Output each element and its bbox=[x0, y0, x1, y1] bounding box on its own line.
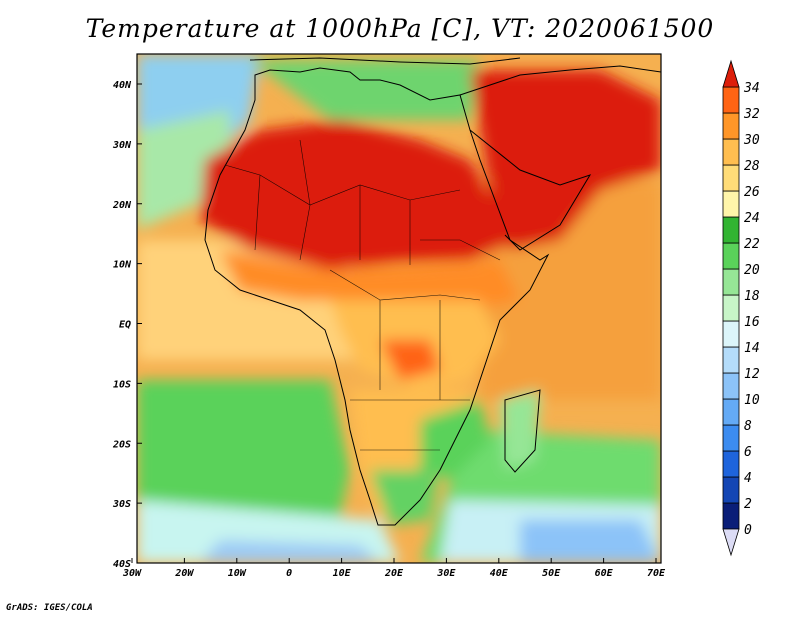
colorbar-segment bbox=[722, 268, 740, 296]
colorbar-label: 30 bbox=[743, 133, 760, 148]
x-tick-label: 20E bbox=[384, 568, 404, 579]
colorbar-segment bbox=[722, 294, 740, 322]
x-tick-label: 30W bbox=[122, 568, 142, 579]
y-tick-label: 10N bbox=[113, 260, 132, 271]
y-tick-label: 10S bbox=[113, 379, 131, 390]
x-tick-label: 10W bbox=[228, 568, 247, 579]
x-tick-label: 60E bbox=[595, 568, 614, 579]
colorbar-segment bbox=[722, 112, 740, 140]
y-tick-label: 20N bbox=[112, 200, 132, 211]
colorbar-label: 2 bbox=[744, 497, 752, 512]
y-axis: 40N 30N 20N 10N EQ 10S 20S 30S 40S bbox=[112, 80, 142, 570]
colorbar-max-arrow bbox=[722, 59, 740, 88]
colorbar-label: 24 bbox=[744, 211, 760, 226]
colorbar-label: 34 bbox=[743, 81, 760, 96]
colorbar-label: 28 bbox=[744, 159, 760, 174]
coastline bbox=[204, 57, 661, 526]
colorbar-segment bbox=[722, 398, 740, 426]
y-tick-label: 30S bbox=[112, 499, 131, 510]
colorbar-segment bbox=[722, 242, 740, 270]
colorbar-label: 4 bbox=[744, 471, 752, 486]
colorbar-segment bbox=[722, 502, 740, 530]
y-tick-label: 40N bbox=[113, 80, 132, 91]
colorbar-segment bbox=[722, 164, 740, 192]
colorbar-label: 20 bbox=[744, 263, 760, 278]
x-tick-label: 20W bbox=[174, 568, 194, 579]
x-tick-label: 10E bbox=[333, 568, 352, 579]
y-tick-label: 30N bbox=[112, 140, 132, 151]
colorbar-segment bbox=[722, 86, 740, 114]
x-tick-label: 40E bbox=[490, 568, 509, 579]
y-tick-label: EQ bbox=[119, 320, 131, 331]
colorbar-segment bbox=[722, 372, 740, 400]
colorbar-label: 32 bbox=[743, 107, 760, 122]
colorbar-label: 16 bbox=[744, 315, 760, 330]
colorbar-label: 8 bbox=[744, 419, 752, 434]
colorbar-label: 12 bbox=[744, 367, 760, 382]
colorbar-label: 14 bbox=[744, 341, 760, 356]
x-tick-label: 0 bbox=[286, 568, 292, 579]
colorbar-segment bbox=[722, 138, 740, 166]
colorbar-segment bbox=[722, 424, 740, 452]
x-axis: 30W 20W 10W 0 10E 20E 30E 40E 50E 60E 70E bbox=[122, 558, 666, 579]
colorbar-segment bbox=[722, 476, 740, 504]
x-tick-label: 30E bbox=[436, 568, 456, 579]
colorbar-label: 26 bbox=[744, 185, 760, 200]
x-tick-label: 50E bbox=[542, 568, 561, 579]
colorbar-label: 18 bbox=[744, 289, 760, 304]
y-tick-label: 40S bbox=[113, 559, 131, 570]
colorbar-min-arrow bbox=[722, 528, 740, 557]
x-tick-label: 70E bbox=[647, 568, 666, 579]
colorbar-segment bbox=[722, 346, 740, 374]
country-borders bbox=[224, 139, 501, 451]
colorbar-label: 10 bbox=[744, 393, 760, 408]
map-title: Temperature at 1000hPa [C], VT: 20200615… bbox=[85, 14, 715, 43]
colorbar-segment bbox=[722, 216, 740, 244]
temperature-field bbox=[137, 54, 661, 563]
colorbar-label: 0 bbox=[744, 523, 752, 538]
plot-frame bbox=[136, 53, 662, 564]
colorbar-segment bbox=[722, 450, 740, 478]
colorbar-label: 6 bbox=[744, 445, 752, 460]
colorbar-segment bbox=[722, 190, 740, 218]
colorbar-segment bbox=[722, 320, 740, 348]
credit-label: GrADS: IGES/COLA bbox=[6, 603, 93, 613]
colorbar-label: 22 bbox=[744, 237, 760, 252]
y-tick-label: 20S bbox=[112, 439, 131, 450]
